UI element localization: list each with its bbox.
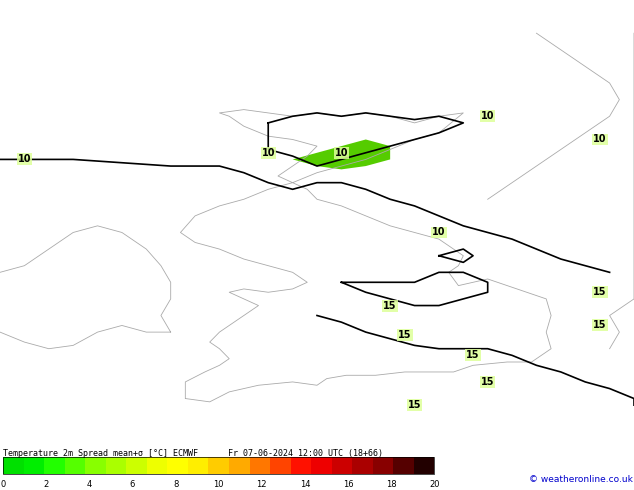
Bar	[3, 457, 23, 474]
Text: 16: 16	[343, 480, 353, 489]
Text: 8: 8	[173, 480, 178, 489]
Bar	[352, 457, 373, 474]
Text: 10: 10	[214, 480, 224, 489]
Polygon shape	[293, 140, 390, 170]
Text: 10: 10	[481, 111, 495, 121]
Text: 6: 6	[130, 480, 135, 489]
Bar	[229, 457, 250, 474]
Text: 15: 15	[467, 350, 480, 360]
Text: 2: 2	[44, 480, 49, 489]
Bar	[147, 457, 167, 474]
Text: 12: 12	[257, 480, 267, 489]
Text: 10: 10	[18, 154, 31, 165]
Text: 15: 15	[384, 300, 397, 311]
Text: © weatheronline.co.uk: © weatheronline.co.uk	[529, 475, 633, 485]
Text: 15: 15	[593, 287, 607, 297]
Bar	[393, 457, 414, 474]
Bar	[311, 457, 332, 474]
Text: 15: 15	[481, 377, 495, 387]
Text: 20: 20	[429, 480, 439, 489]
Bar	[126, 457, 147, 474]
Bar	[3, 457, 434, 474]
Bar	[106, 457, 126, 474]
Bar	[86, 457, 106, 474]
Bar	[290, 457, 311, 474]
Bar	[373, 457, 393, 474]
Text: 18: 18	[386, 480, 396, 489]
Bar	[167, 457, 188, 474]
Text: 0: 0	[1, 480, 6, 489]
Bar	[270, 457, 290, 474]
Text: 14: 14	[300, 480, 310, 489]
Bar	[23, 457, 44, 474]
Bar	[209, 457, 229, 474]
Text: 10: 10	[335, 148, 348, 158]
Text: 15: 15	[398, 330, 411, 341]
Text: 10: 10	[261, 148, 275, 158]
Text: Temperature 2m Spread mean+σ [°C] ECMWF      Fr 07-06-2024 12:00 UTC (18+66): Temperature 2m Spread mean+σ [°C] ECMWF …	[3, 449, 383, 458]
Bar	[332, 457, 352, 474]
Bar	[188, 457, 209, 474]
Text: 10: 10	[432, 227, 446, 238]
Text: 15: 15	[408, 400, 421, 410]
Bar	[414, 457, 434, 474]
Bar	[44, 457, 65, 474]
Bar	[250, 457, 270, 474]
Text: 4: 4	[87, 480, 92, 489]
Text: 10: 10	[593, 134, 607, 145]
Text: 15: 15	[593, 320, 607, 330]
Bar	[65, 457, 86, 474]
